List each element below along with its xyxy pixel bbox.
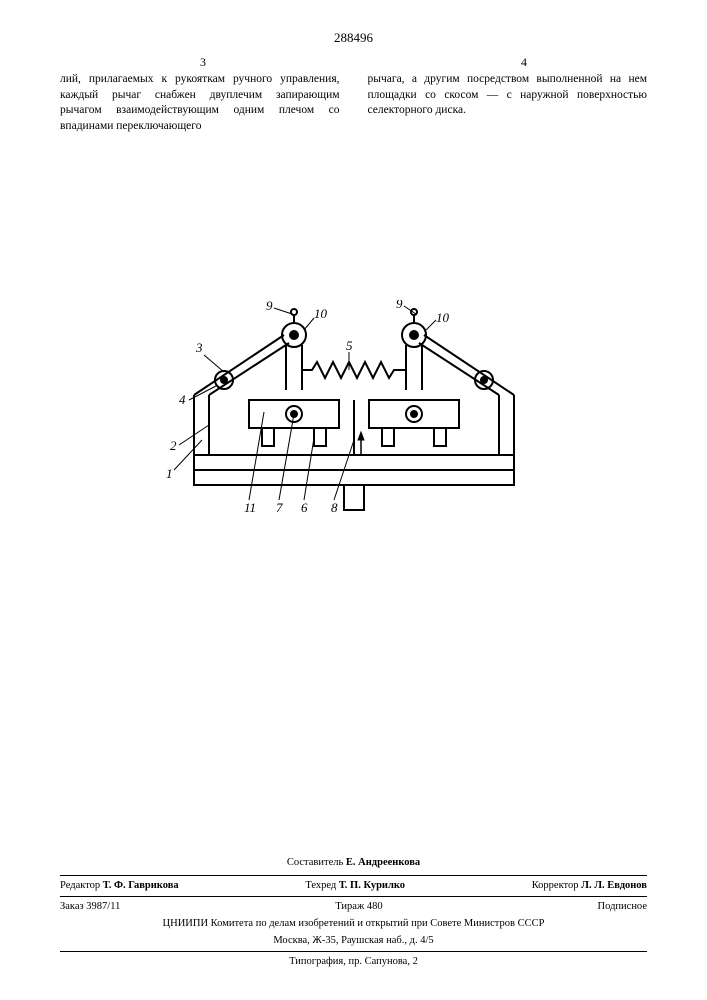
fig-label-11: 11 [244,500,256,515]
org-line-2: Москва, Ж-35, Раушская наб., д. 4/5 [60,934,647,949]
fig-label-2: 2 [170,438,177,453]
fig-label-4: 4 [179,392,186,407]
typography-line: Типография, пр. Сапунова, 2 [60,951,647,970]
footer: Составитель Е. Андреенкова Редактор Т. Ф… [60,856,647,970]
fig-label-10l: 10 [314,306,328,321]
column-number-left: 3 [200,55,206,70]
fig-label-5: 5 [346,338,353,353]
podpisnoe: Подписное [598,900,647,915]
order-number: Заказ 3987/11 [60,900,120,915]
figure: 1 2 3 4 5 6 7 8 9 10 9 10 11 [0,300,707,530]
composer-label: Составитель [287,857,343,868]
techred: Техред Т. П. Курилко [305,879,405,894]
fig-label-9l: 9 [266,300,273,313]
fig-label-6: 6 [301,500,308,515]
fig-label-3: 3 [195,340,203,355]
composer-line: Составитель Е. Андреенкова [60,856,647,871]
corrector: Корректор Л. Л. Евдонов [532,879,647,894]
fig-label-9r: 9 [396,300,403,311]
editor: Редактор Т. Ф. Гаврикова [60,879,179,894]
tirazh: Тираж 480 [335,900,382,915]
roles-row: Редактор Т. Ф. Гаврикова Техред Т. П. Ку… [60,875,647,898]
pub-info-row: Заказ 3987/11 Тираж 480 Подписное [60,900,647,915]
column-number-right: 4 [521,55,527,70]
fig-label-1: 1 [166,466,173,481]
org-line-1: ЦНИИПИ Комитета по делам изобретений и о… [60,917,647,932]
fig-label-7: 7 [276,500,283,515]
body-columns: лий, прилагаемых к рукояткам ручного упр… [60,72,647,134]
mechanism-diagram: 1 2 3 4 5 6 7 8 9 10 9 10 11 [154,300,554,530]
composer-name: Е. Андреенкова [346,857,420,868]
patent-number: 288496 [0,30,707,46]
right-column: рычага, а другим посредством выполненной… [368,72,648,134]
fig-label-8: 8 [331,500,338,515]
left-column: лий, прилагаемых к рукояткам ручного упр… [60,72,340,134]
fig-label-10r: 10 [436,310,450,325]
